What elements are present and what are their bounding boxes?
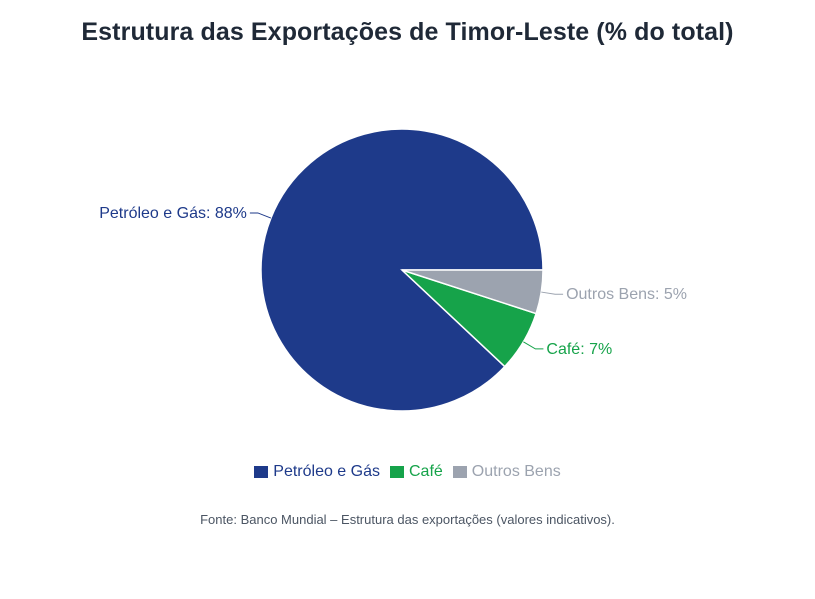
slice-label-outros: Outros Bens: 5% xyxy=(566,286,687,303)
legend-item-petroleo[interactable]: Petróleo e Gás xyxy=(254,463,380,481)
slice-label-petroleo: Petróleo e Gás: 88% xyxy=(99,205,247,222)
label-leader-lines xyxy=(249,212,564,350)
leader-line-cafe xyxy=(523,341,544,350)
pie-slice-outros[interactable] xyxy=(401,269,544,315)
chart-legend: Petróleo e Gás Café Outros Bens xyxy=(0,463,815,481)
slice-labels: Petróleo e Gás: 88% Café: 7% Outros Bens: … xyxy=(99,205,687,358)
leader-line-outros xyxy=(541,291,564,295)
source-note: Fonte: Banco Mundial – Estrutura das exp… xyxy=(200,512,615,527)
legend-label-petroleo: Petróleo e Gás xyxy=(273,463,380,480)
legend-swatch-petroleo xyxy=(254,466,269,478)
chart-title: Estrutura das Exportações de Timor-Leste… xyxy=(81,18,734,46)
leader-line-petroleo xyxy=(249,212,272,219)
legend-item-outros[interactable]: Outros Bens xyxy=(452,463,561,481)
legend-label-cafe: Café xyxy=(409,463,443,480)
legend-swatch-outros xyxy=(452,466,467,478)
legend-swatch-cafe xyxy=(390,466,404,478)
legend-item-cafe[interactable]: Café xyxy=(390,463,443,481)
legend-label-outros: Outros Bens xyxy=(471,463,561,480)
slice-label-cafe: Café: 7% xyxy=(546,341,612,358)
pie-slices xyxy=(260,128,544,412)
